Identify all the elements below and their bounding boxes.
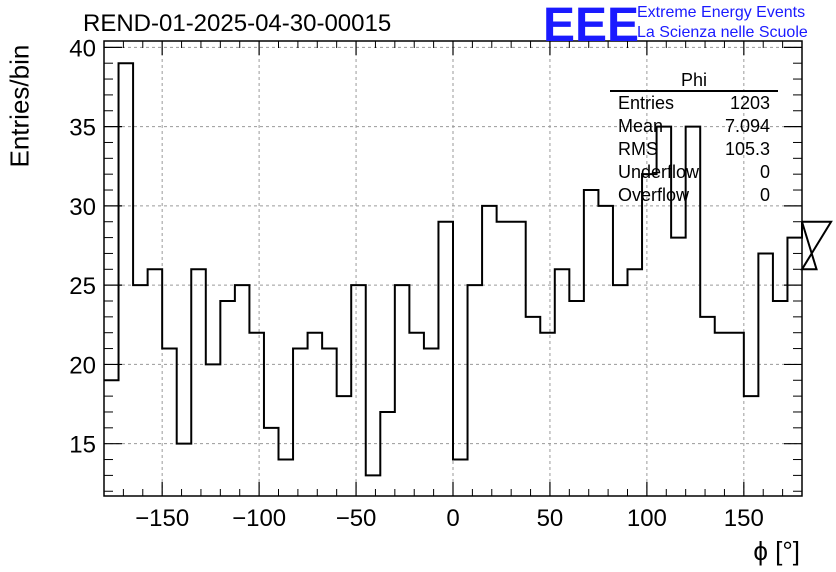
stats-row-rms: RMS 105.3 [610, 138, 778, 161]
histogram-series [104, 62, 833, 477]
logo-line-2: La Scienza nelle Scuole [637, 24, 808, 41]
x-tick-label: −50 [336, 505, 377, 532]
stats-label: Mean [618, 116, 664, 136]
y-tick-label: 20 [69, 352, 96, 379]
x-tick-label: −150 [135, 505, 189, 532]
stats-row-underflow: Underflow 0 [610, 161, 778, 184]
y-tick-label: 25 [69, 273, 96, 300]
stats-label: Entries [618, 93, 675, 113]
axis-ticks [103, 41, 803, 496]
y-axis-label: Entries/bin [4, 44, 35, 168]
y-tick-label: 35 [69, 115, 96, 142]
stats-row-entries: Entries 1203 [610, 92, 778, 115]
x-tick-label: 150 [724, 505, 764, 532]
stats-header: Phi [610, 70, 778, 92]
x-tick-label: −100 [232, 505, 286, 532]
y-tick-label: 30 [69, 194, 96, 221]
stats-label: Underflow [618, 162, 700, 182]
x-tick-label: 0 [446, 505, 459, 532]
y-tick-labels: 15 20 25 30 35 40 [69, 35, 96, 458]
x-tick-labels: −150 −100 −50 0 50 100 150 [135, 505, 764, 532]
stats-row-mean: Mean 7.094 [610, 115, 778, 138]
stats-label: Overflow [618, 185, 690, 205]
stats-label: RMS [618, 139, 658, 159]
y-tick-label: 40 [69, 35, 96, 62]
stats-value: 1203 [729, 93, 770, 113]
x-axis-label: ϕ [°] [753, 536, 800, 566]
logo-line-1: Extreme Energy Events [637, 4, 806, 21]
stats-value: 0 [759, 185, 770, 205]
y-tick-label: 15 [69, 432, 96, 459]
stats-row-overflow: Overflow 0 [610, 184, 778, 207]
stats-box: Phi Entries 1203 Mean 7.094 RMS 105.3 Un… [610, 70, 778, 207]
eee-logo: EEE [543, 0, 640, 52]
chart-title: REND-01-2025-04-30-00015 [83, 10, 392, 37]
x-tick-label: 100 [627, 505, 667, 532]
stats-value: 0 [759, 162, 770, 182]
stats-value: 7.094 [724, 116, 770, 136]
stats-value: 105.3 [724, 139, 770, 159]
x-tick-label: 50 [537, 505, 564, 532]
